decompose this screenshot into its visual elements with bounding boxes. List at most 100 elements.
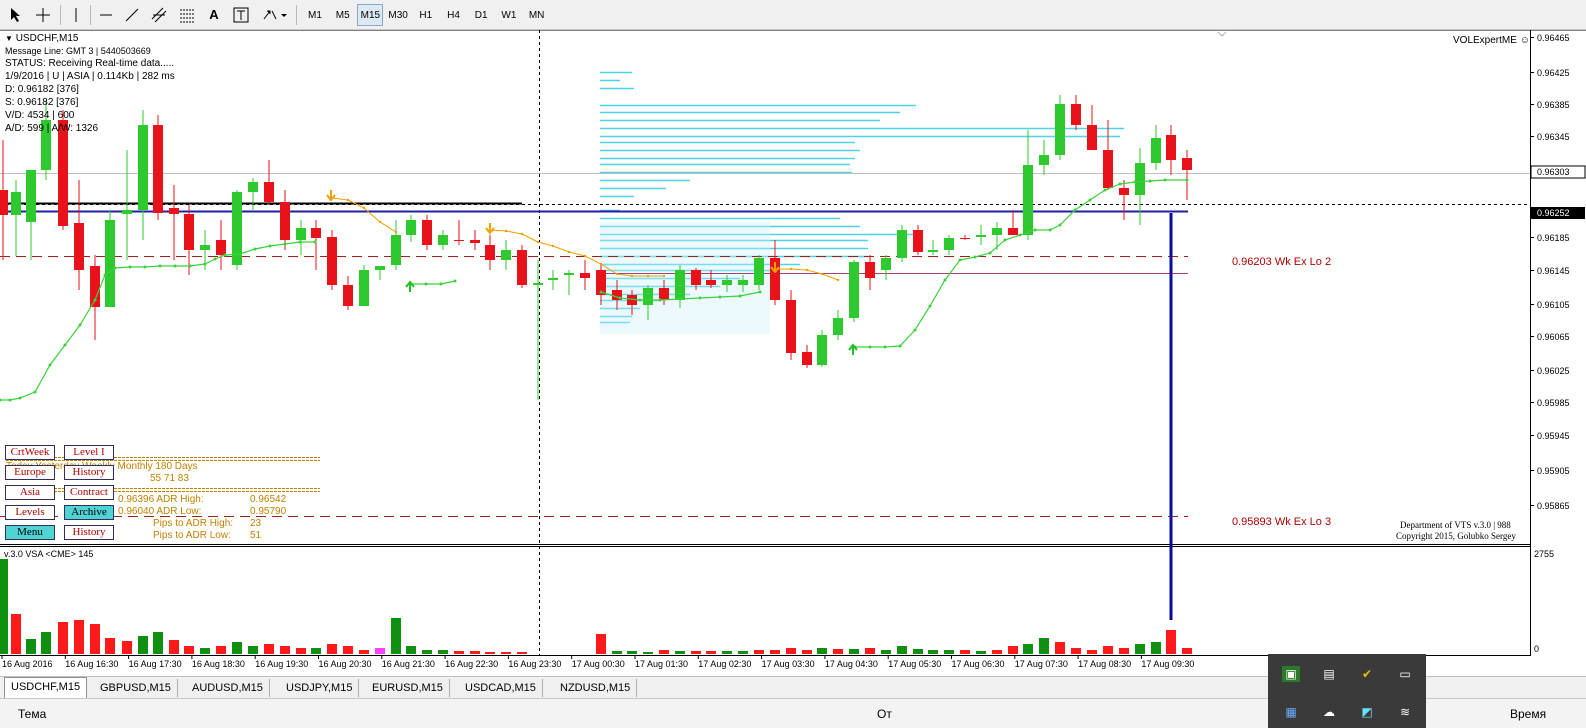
volume-bar: [897, 646, 907, 654]
timeframe-h1-button[interactable]: H1: [419, 10, 433, 21]
trendline-icon[interactable]: [122, 4, 142, 26]
indicator-name: VOLExpertME ☺: [1453, 35, 1530, 46]
status-from: От: [877, 707, 892, 721]
chart-canvas[interactable]: 0.964650.964250.963850.963450.962650.962…: [0, 30, 1586, 676]
network-share-icon[interactable]: ▦: [1285, 705, 1297, 719]
time-tick-label: 17 Aug 06:30: [952, 659, 1005, 669]
adr-high-label: 0.96396 ADR High:: [118, 494, 204, 505]
candle: [11, 180, 21, 256]
volume-bar: [833, 649, 843, 654]
timeframe-m1-button[interactable]: M1: [308, 10, 322, 21]
cloud-icon[interactable]: ☁: [1323, 705, 1335, 719]
cursor-icon[interactable]: [6, 4, 26, 26]
info-line-vd: V/D: 4534 | 600: [5, 110, 75, 121]
usb-drive-icon[interactable]: ▤: [1323, 667, 1335, 681]
asia-button[interactable]: Asia: [5, 485, 55, 500]
candle: [548, 270, 558, 290]
volume-bar: [1103, 646, 1113, 654]
history-button-1[interactable]: History: [64, 465, 114, 480]
candle: [90, 255, 100, 340]
text-label-icon[interactable]: [230, 4, 252, 26]
fibonacci-icon[interactable]: [176, 4, 198, 26]
chart-area[interactable]: 0.964650.964250.963850.963450.962650.962…: [0, 30, 1586, 676]
timeframe-d1-button[interactable]: D1: [474, 10, 488, 21]
text-icon[interactable]: A: [209, 7, 219, 22]
candle: [280, 190, 290, 250]
volume-bar: [264, 644, 274, 654]
time-tick-label: 17 Aug 05:30: [888, 659, 941, 669]
vertical-line-icon[interactable]: [66, 4, 86, 26]
buy-arrow-icon: [848, 343, 858, 355]
timeframe-mn-button[interactable]: MN: [528, 10, 545, 21]
candle: [659, 280, 669, 305]
smiley-icon: ☺: [1519, 35, 1530, 46]
symbol-tab-usdchf[interactable]: USDCHF,M15: [4, 677, 88, 698]
adr-high-value: 0.96542: [250, 494, 287, 505]
symbol-tab-usdjpy[interactable]: USDJPY,M15: [280, 679, 360, 697]
info-line-d: D: 0.96182 [376]: [5, 84, 79, 95]
time-tick-label: 16 Aug 21:30: [382, 659, 435, 669]
volume-bar: [944, 650, 954, 654]
menu-button[interactable]: Menu: [5, 525, 55, 540]
volume-bar: [406, 646, 416, 654]
wifi-icon[interactable]: ≋: [1399, 705, 1411, 719]
symbol-tab-eurusd[interactable]: EURUSD,M15: [366, 679, 450, 697]
levels-button[interactable]: Levels: [5, 505, 55, 520]
candle: [1135, 148, 1145, 225]
volume-bar: [74, 620, 84, 654]
volume-bar: [913, 649, 923, 654]
timeframe-w1-button[interactable]: W1: [501, 10, 517, 21]
horizontal-line-icon[interactable]: [96, 4, 116, 26]
channel-icon[interactable]: [148, 4, 170, 26]
candle: [359, 265, 369, 306]
price-tick-label: 0.95945: [1537, 431, 1570, 441]
copyright-line-1: Department of VTS v.3.0 | 988: [1400, 520, 1511, 530]
candle: [184, 205, 194, 275]
price-tick-label: 0.96425: [1537, 68, 1570, 78]
info-line-status: STATUS: Receiving Real-time data.....: [5, 58, 175, 69]
archive-button[interactable]: Archive: [64, 505, 114, 520]
volume-bar: [311, 648, 321, 654]
timeframe-m5-button[interactable]: M5: [335, 10, 350, 21]
timeframe-h4-button[interactable]: H4: [447, 10, 460, 21]
candle: [58, 110, 68, 230]
volume-bar: [1135, 644, 1145, 654]
arrows-icon[interactable]: [260, 4, 290, 26]
candle: [1119, 180, 1129, 220]
europe-button[interactable]: Europe: [5, 465, 55, 480]
volume-bar: [722, 651, 732, 654]
level-1-button[interactable]: Level I: [64, 445, 114, 460]
volume-bar: [359, 650, 369, 654]
candle: [438, 230, 448, 250]
candle: [422, 215, 432, 250]
info-line-message: Message Line: GMT 3 | 5440503669: [5, 46, 151, 56]
candle: [248, 178, 258, 210]
contract-button[interactable]: Contract: [64, 485, 114, 500]
timeframe-m15-button[interactable]: M15: [357, 4, 384, 26]
app-icon[interactable]: ◩: [1361, 705, 1373, 719]
history-button-2[interactable]: History: [64, 525, 114, 540]
symbol-tab-nzdusd[interactable]: NZDUSD,M15: [554, 679, 638, 697]
symbol-tab-gbpusd[interactable]: GBPUSD,M15: [94, 679, 178, 697]
security-icon[interactable]: ✔: [1361, 667, 1373, 681]
display-icon[interactable]: ▭: [1399, 667, 1411, 681]
volume-bar: [1023, 644, 1033, 654]
symbol-tab-usdcad[interactable]: USDCAD,M15: [459, 679, 543, 697]
price-tick-label: 0.95905: [1537, 466, 1570, 476]
crtweek-button[interactable]: CrtWeek: [5, 445, 55, 460]
symbol-tab-audusd[interactable]: AUDUSD,M15: [186, 679, 270, 697]
volume-bar: [1055, 642, 1065, 654]
time-tick-label: 17 Aug 00:30: [572, 659, 625, 669]
volume-bar: [200, 648, 210, 654]
nvidia-icon[interactable]: ▣: [1282, 666, 1300, 682]
sell-arrow-icon: [326, 190, 336, 202]
candle: [675, 265, 685, 308]
timeframe-m30-button[interactable]: M30: [388, 10, 408, 21]
pips-high-label: Pips to ADR High:: [153, 518, 234, 529]
copyright-line-2: Copyright 2015, Golubko Sergey: [1396, 531, 1516, 541]
volume-bar: [216, 646, 226, 654]
candle: [1023, 130, 1033, 240]
time-tick-label: 17 Aug 03:30: [762, 659, 815, 669]
crosshair-icon[interactable]: [32, 4, 54, 26]
volume-bar: [391, 618, 401, 654]
